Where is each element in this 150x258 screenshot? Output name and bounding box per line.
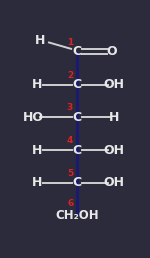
Text: C: C: [72, 144, 81, 157]
Text: OH: OH: [103, 78, 124, 91]
Text: O: O: [106, 45, 117, 58]
Text: H: H: [32, 144, 43, 157]
Text: C: C: [72, 176, 81, 189]
Text: C: C: [72, 111, 81, 124]
Text: HO: HO: [23, 111, 44, 124]
Text: OH: OH: [103, 144, 124, 157]
Text: H: H: [34, 34, 45, 47]
Text: H: H: [32, 176, 43, 189]
Text: CH₂OH: CH₂OH: [55, 209, 99, 222]
Text: H: H: [32, 78, 43, 91]
Text: 3: 3: [67, 103, 73, 112]
Text: C: C: [72, 78, 81, 91]
Text: H: H: [109, 111, 119, 124]
Text: 6: 6: [68, 199, 74, 208]
Text: 5: 5: [67, 169, 73, 178]
Text: 2: 2: [67, 71, 73, 80]
Text: OH: OH: [103, 176, 124, 189]
Text: 4: 4: [67, 136, 73, 145]
Text: C: C: [72, 45, 81, 58]
Text: 1: 1: [67, 38, 73, 47]
